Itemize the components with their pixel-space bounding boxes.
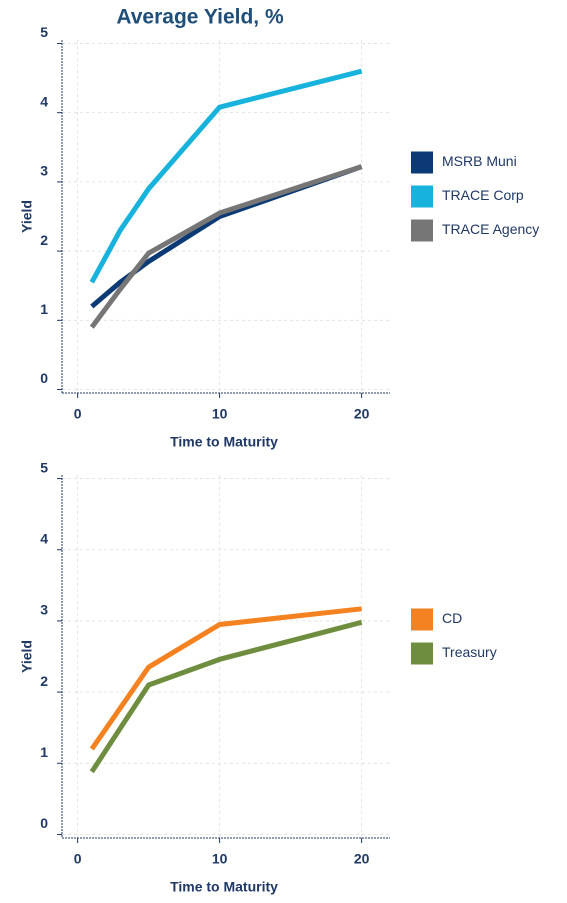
series-line	[89, 164, 363, 329]
x-tick-label: 20	[354, 406, 370, 422]
y-tick-label: 5	[40, 24, 48, 40]
y-tick-label: 4	[40, 93, 48, 109]
series-line	[90, 164, 363, 309]
x-axis-label: Time to Maturity	[170, 434, 278, 450]
legend-swatch	[411, 608, 433, 631]
x-tick-label: 0	[74, 851, 82, 867]
y-tick-label: 0	[40, 370, 48, 386]
legend-label: Treasury	[442, 644, 497, 660]
y-axis-label: Yield	[19, 640, 35, 673]
y-tick-label: 3	[40, 602, 48, 618]
x-tick-label: 20	[354, 851, 370, 867]
series-line	[89, 606, 362, 751]
chart-title: Average Yield, %	[116, 6, 284, 29]
series-line	[89, 68, 363, 284]
y-tick-label: 5	[40, 459, 48, 475]
legend-label: TRACE Corp	[442, 187, 524, 203]
series-line	[89, 619, 363, 774]
x-tick-label: 0	[74, 406, 82, 422]
y-tick-label: 0	[40, 815, 48, 831]
y-tick-label: 2	[40, 673, 48, 689]
legend-label: TRACE Agency	[442, 221, 539, 237]
legend-label: MSRB Muni	[442, 153, 517, 169]
y-tick-label: 2	[40, 232, 48, 248]
y-tick-label: 4	[40, 530, 48, 546]
legend-swatch	[411, 151, 433, 174]
y-axis-label: Yield	[19, 200, 35, 233]
legend-label: CD	[442, 610, 462, 626]
y-tick-label: 3	[40, 163, 48, 179]
x-tick-label: 10	[212, 406, 228, 422]
x-tick-label: 10	[212, 851, 228, 867]
x-axis-label: Time to Maturity	[170, 879, 278, 895]
y-tick-label: 1	[40, 301, 48, 317]
y-tick-label: 1	[40, 744, 48, 760]
legend-swatch	[411, 185, 433, 208]
legend-swatch	[411, 219, 433, 242]
legend-swatch	[411, 642, 433, 665]
